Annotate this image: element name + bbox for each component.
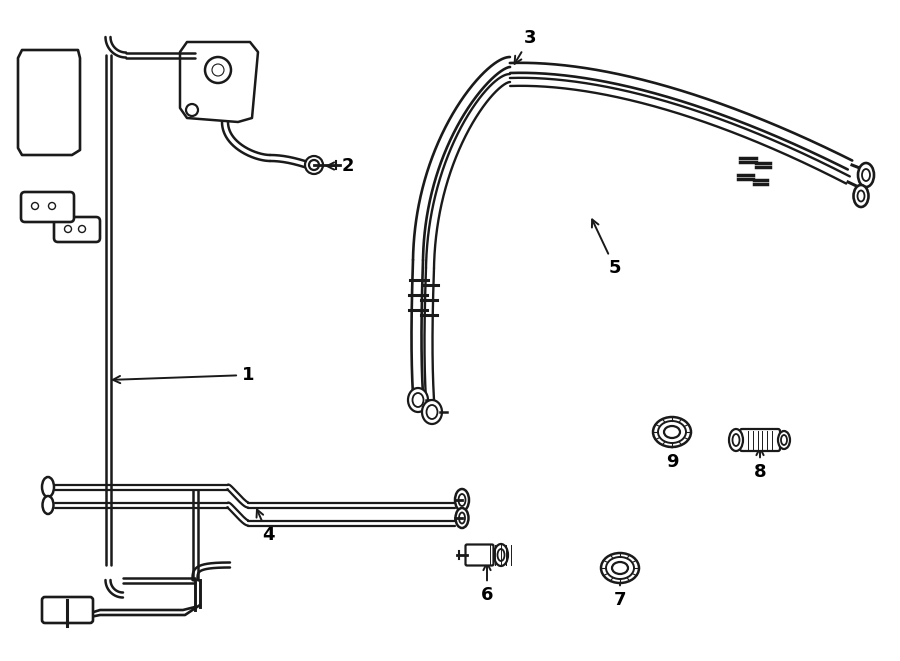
Ellipse shape [42,477,54,497]
Ellipse shape [455,489,469,511]
Circle shape [186,104,198,116]
Ellipse shape [494,544,508,566]
Text: 2: 2 [327,157,355,175]
Ellipse shape [42,496,53,514]
Text: 4: 4 [256,510,274,544]
Ellipse shape [653,417,691,447]
Ellipse shape [858,163,874,187]
Text: 3: 3 [515,29,536,63]
Ellipse shape [408,388,428,412]
FancyBboxPatch shape [54,217,100,242]
Ellipse shape [601,553,639,583]
Text: 8: 8 [753,448,766,481]
Text: 6: 6 [481,563,493,604]
FancyBboxPatch shape [21,192,74,222]
Ellipse shape [778,431,790,449]
Circle shape [305,156,323,174]
Text: 1: 1 [112,366,254,384]
Ellipse shape [853,185,868,207]
Ellipse shape [422,400,442,424]
Text: 7: 7 [614,575,626,609]
FancyBboxPatch shape [465,545,493,566]
Circle shape [309,160,319,170]
FancyBboxPatch shape [42,597,93,623]
FancyBboxPatch shape [740,429,780,451]
Text: 9: 9 [666,440,679,471]
Ellipse shape [455,508,469,528]
Ellipse shape [612,562,628,574]
Ellipse shape [729,429,743,451]
Ellipse shape [664,426,680,438]
Text: 5: 5 [592,219,621,277]
